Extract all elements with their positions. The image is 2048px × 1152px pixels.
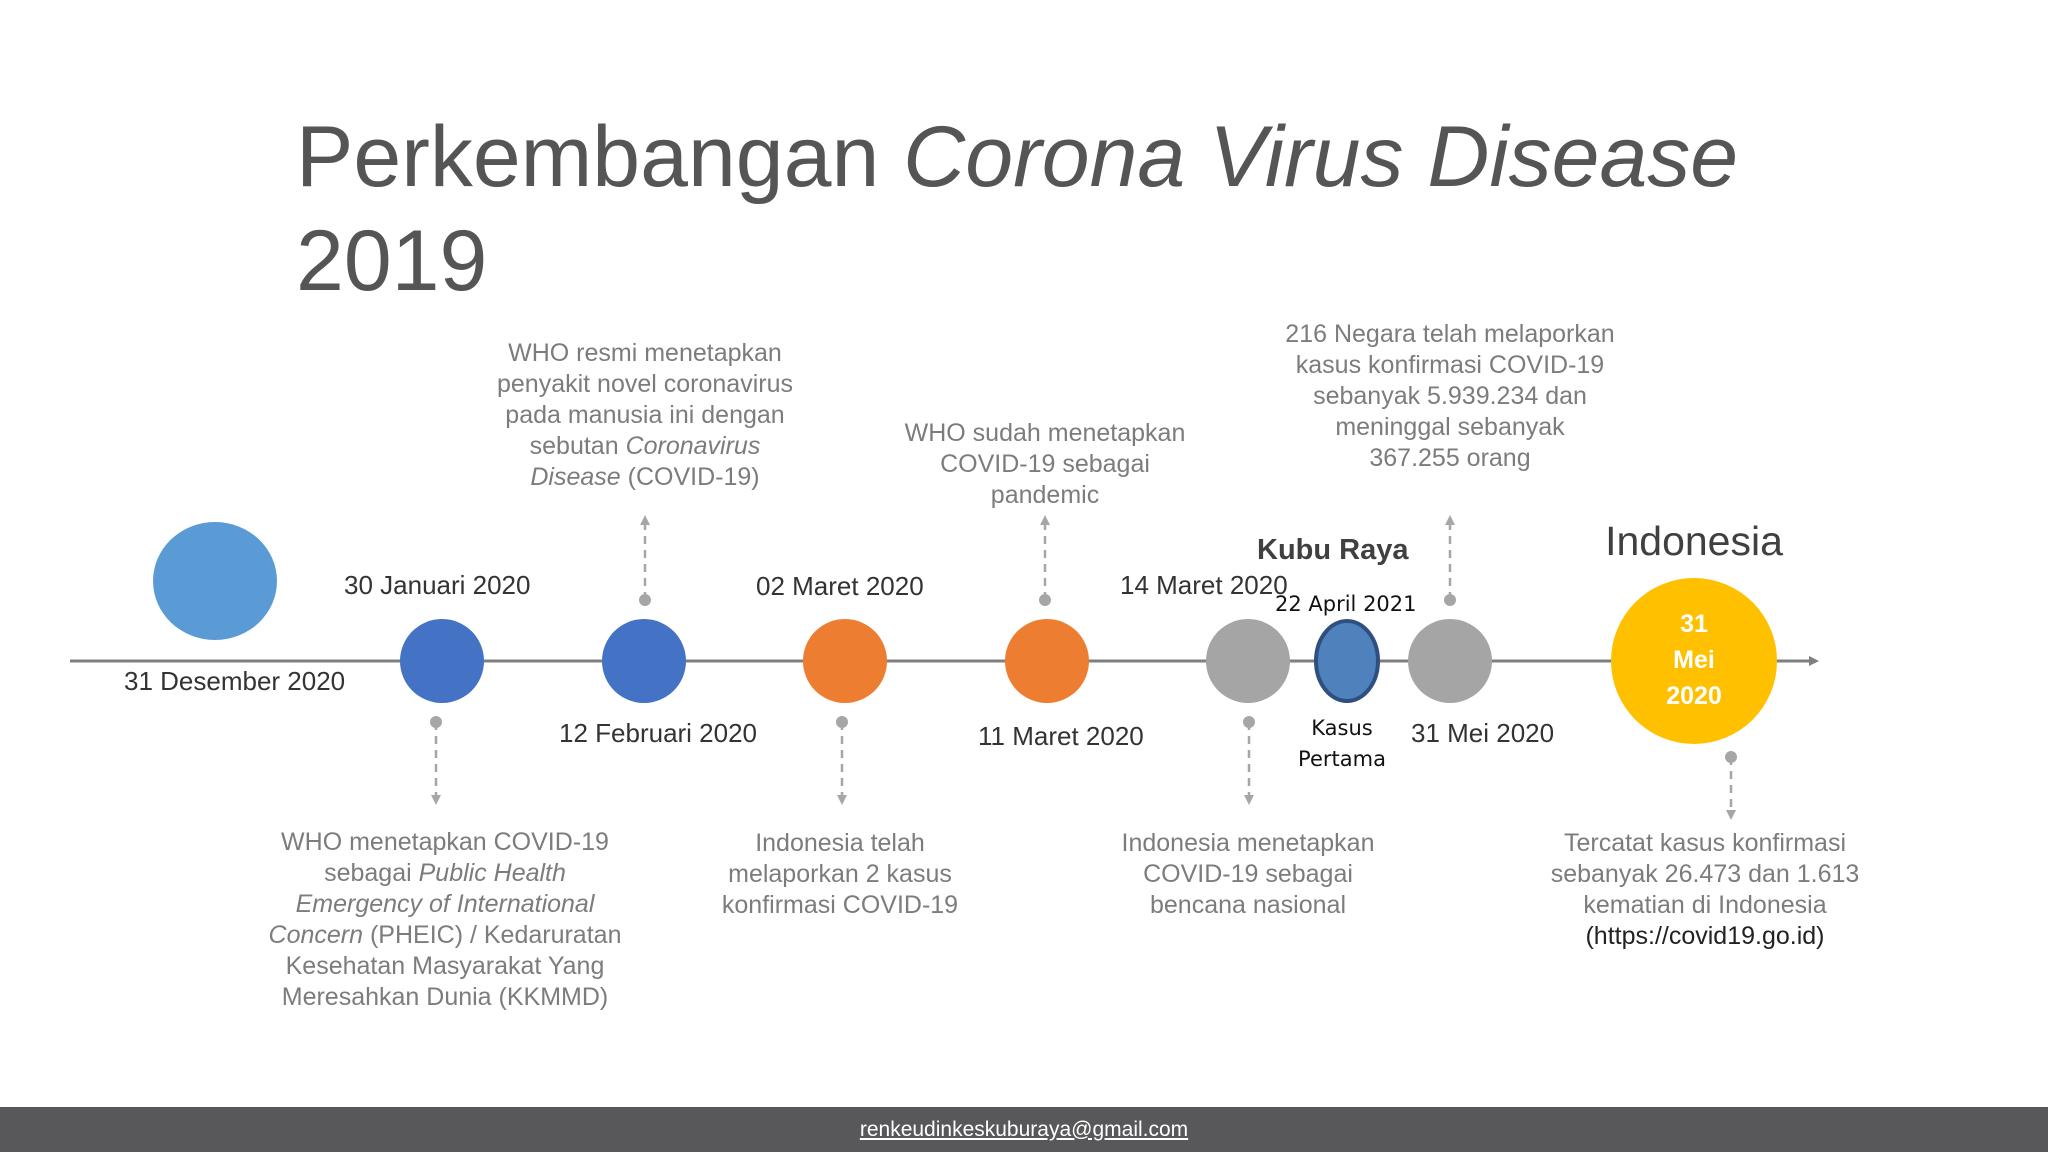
event-circle-may31 [1408,619,1492,703]
connector-dot [430,716,442,728]
event-circle-indonesia [1611,578,1777,744]
connector-dot [639,594,651,606]
connector-dot [1039,594,1051,606]
event-circle-mar11 [1005,619,1089,703]
footer-email-link[interactable]: renkeudinkeskuburaya@gmail.com [859,1117,1189,1141]
event-circle-jan30 [400,619,484,703]
connector-dot [1444,594,1456,606]
date-label-feb12: 12 Februari 2020 [559,718,758,748]
indonesia-circle-text: 31 Mei 2020 [1666,610,1722,710]
date-label-apr22: 22 April 2021 [1275,592,1417,616]
desc-mar14: Indonesia menetapkan COVID-19 sebagai be… [1121,829,1375,919]
event-circle-kuburaya [1314,619,1380,703]
event-circle-mar14 [1206,619,1290,703]
event-circle-dec31 [153,522,277,640]
date-label-dec31: 31 Desember 2020 [124,666,346,696]
footer-bar: renkeudinkeskuburaya@gmail.com [0,1107,2048,1152]
event-circle-feb12 [602,619,686,703]
desc-mar02: Indonesia telah melaporkan 2 kasus konfi… [721,829,959,919]
connector-dot [1725,751,1737,763]
event-circle-mar02 [803,619,887,703]
date-label-may31: 31 Mei 2020 [1411,718,1555,748]
desc-jan30: WHO menetapkan COVID-19 sebagai Public H… [268,828,622,1011]
date-label-mar02: 02 Maret 2020 [756,571,924,601]
date-label-mar14: 14 Maret 2020 [1120,570,1288,600]
connector-dot [836,716,848,728]
region-label-indonesia: Indonesia [1605,518,1783,564]
desc-feb12: WHO resmi menetapkan penyakit novel coro… [497,339,793,491]
connector-dot [1243,716,1255,728]
desc-indonesia: Tercatat kasus konfirmasi sebanyak 26.47… [1550,829,1860,950]
date-label-mar11: 11 Maret 2020 [978,721,1144,751]
page-title: Perkembangan Corona Virus Disease 2019 [296,109,1739,309]
kuburaya-subtext: Kasus Pertama [1298,716,1386,771]
date-label-jan30: 30 Januari 2020 [344,570,531,600]
desc-may31: 216 Negara telah melaporkan kasus konfir… [1285,320,1615,472]
region-label-kuburaya: Kubu Raya [1257,534,1409,566]
desc-mar11: WHO sudah menetapkan COVID-19 sebagai pa… [904,419,1186,509]
